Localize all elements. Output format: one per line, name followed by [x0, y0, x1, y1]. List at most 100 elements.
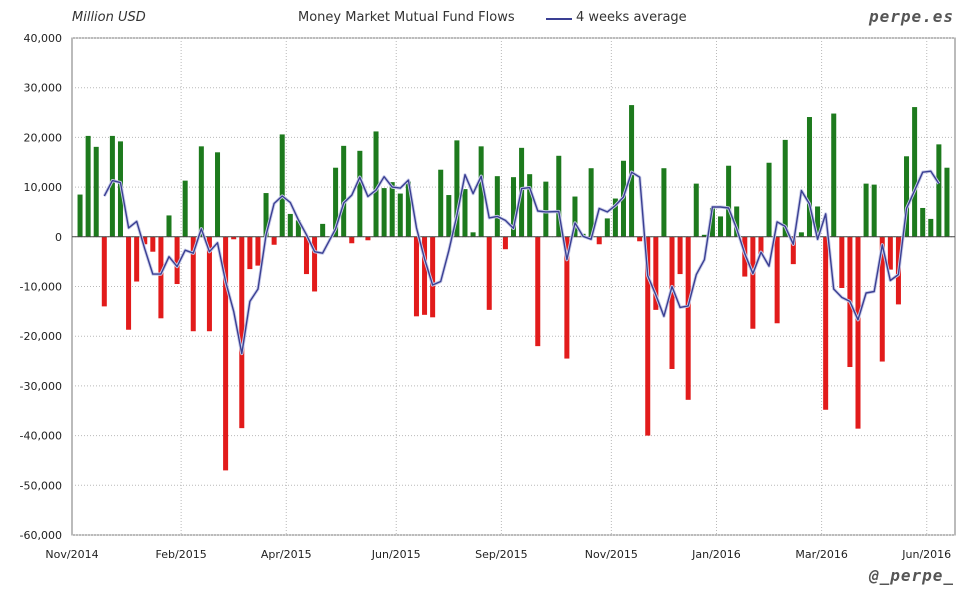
x-tick-label: Mar/2016 — [795, 548, 847, 561]
inflow-bar — [341, 145, 347, 237]
inflow-bar — [357, 150, 363, 237]
outflow-bar — [247, 236, 253, 270]
outflow-bar — [190, 236, 196, 332]
x-tick-label: Jun/2015 — [371, 548, 421, 561]
outflow-bar — [758, 236, 764, 255]
inflow-bar — [863, 183, 869, 237]
inflow-bar — [333, 167, 339, 237]
y-tick-label: 30,000 — [24, 82, 63, 95]
outflow-bar — [823, 236, 829, 410]
x-tick-label: Jan/2016 — [691, 548, 741, 561]
outflow-bar — [174, 236, 180, 285]
inflow-bar — [871, 184, 877, 237]
inflow-bar — [215, 152, 221, 237]
inflow-bar — [462, 189, 468, 237]
legend: 4 weeks average — [546, 10, 687, 25]
y-tick-label: -50,000 — [20, 479, 62, 492]
inflow-bar — [543, 181, 549, 237]
outflow-bar — [223, 236, 229, 471]
inflow-bar — [85, 135, 91, 237]
outflow-bar — [206, 236, 212, 332]
inflow-bar — [279, 134, 285, 237]
outflow-bar — [790, 236, 796, 265]
outflow-bar — [231, 236, 237, 240]
inflow-bar — [454, 140, 460, 237]
inflow-bar — [661, 168, 667, 237]
inflow-bar — [77, 194, 83, 237]
inflow-bar — [373, 131, 379, 237]
inflow-bar — [912, 107, 918, 237]
outflow-bar — [774, 236, 780, 324]
outflow-bar — [685, 236, 691, 400]
inflow-bar — [782, 139, 788, 237]
y-tick-label: -10,000 — [20, 281, 62, 294]
y-tick-label: -20,000 — [20, 330, 62, 343]
outflow-bar — [486, 236, 492, 310]
inflow-bar — [470, 232, 476, 237]
outflow-bar — [645, 236, 651, 436]
outflow-bar — [142, 236, 148, 245]
outflow-bar — [887, 236, 893, 270]
inflow-bar — [446, 195, 452, 237]
outflow-bar — [839, 236, 845, 288]
inflow-bar — [397, 193, 403, 237]
inflow-bar — [109, 135, 115, 237]
outflow-bar — [430, 236, 436, 318]
inflow-bar — [920, 207, 926, 237]
outflow-bar — [126, 236, 132, 330]
outflow-bar — [413, 236, 419, 317]
inflow-bar — [806, 117, 812, 237]
x-tick-label: Apr/2015 — [261, 548, 312, 561]
inflow-bar — [798, 232, 804, 237]
x-tick-label: Nov/2015 — [585, 548, 638, 561]
inflow-bar — [693, 183, 699, 237]
brand-watermark-top: perpe.es — [868, 7, 954, 26]
inflow-bar — [263, 193, 269, 237]
x-tick-label: Feb/2015 — [156, 548, 207, 561]
chart-title: Money Market Mutual Fund Flows — [298, 10, 515, 25]
outflow-bar — [365, 236, 371, 241]
x-tick-label: Jun/2016 — [901, 548, 951, 561]
brand-watermark-bottom: @_perpe_ — [868, 566, 954, 585]
inflow-bar — [718, 216, 724, 237]
inflow-bar — [766, 162, 772, 237]
inflow-bar — [287, 213, 293, 237]
outflow-bar — [750, 236, 756, 329]
outflow-bar — [669, 236, 675, 370]
outflow-bar — [502, 236, 508, 250]
y-tick-label: 0 — [55, 231, 62, 244]
legend-line-swatch — [546, 17, 572, 20]
inflow-bar — [734, 206, 740, 237]
inflow-bar — [295, 220, 301, 237]
inflow-bar — [166, 215, 172, 237]
outflow-bar — [150, 236, 156, 252]
outflow-bar — [271, 236, 277, 245]
inflow-bar — [936, 144, 942, 237]
x-tick-label: Nov/2014 — [45, 548, 98, 561]
inflow-bar — [904, 156, 910, 237]
inflow-bar — [709, 207, 715, 237]
outflow-bar — [349, 236, 355, 244]
inflow-bar — [612, 198, 618, 237]
outflow-bar — [879, 236, 885, 362]
average-line — [103, 170, 940, 355]
inflow-bar — [381, 188, 387, 237]
outflow-bar — [564, 236, 570, 359]
outflow-bar — [134, 236, 140, 282]
y-tick-label: -40,000 — [20, 430, 62, 443]
inflow-bar — [510, 177, 517, 237]
inflow-bar — [389, 182, 395, 237]
inflow-bar — [494, 176, 500, 237]
inflow-bar — [588, 168, 594, 237]
inflow-bar — [478, 146, 484, 237]
outflow-bar — [596, 236, 602, 245]
outflow-bar — [677, 236, 683, 275]
outflow-bar — [303, 236, 309, 275]
outflow-bar — [312, 236, 318, 292]
y-tick-label: 40,000 — [24, 32, 63, 45]
inflow-bar — [527, 174, 533, 237]
inflow-bar — [198, 146, 204, 237]
outflow-bar — [422, 236, 428, 315]
inflow-bar — [405, 181, 411, 237]
inflow-bar — [944, 167, 950, 237]
